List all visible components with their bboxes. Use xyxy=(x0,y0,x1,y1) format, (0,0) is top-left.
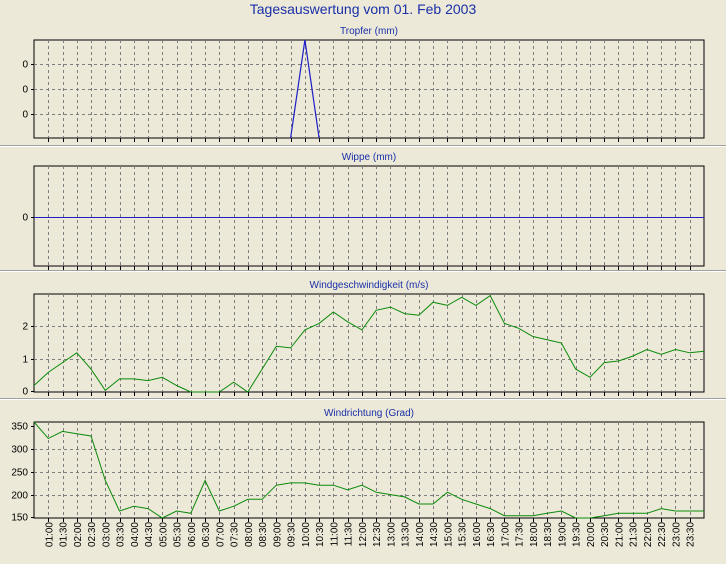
series-line xyxy=(33,294,705,393)
x-tick-label: 04:00 xyxy=(130,522,141,547)
x-tick-label: 05:00 xyxy=(158,522,169,547)
separator xyxy=(0,270,726,272)
x-tick-label: 19:00 xyxy=(557,522,568,547)
separator xyxy=(0,145,726,147)
x-tick-label: 04:30 xyxy=(144,522,155,547)
x-tick-label: 12:00 xyxy=(358,522,369,547)
y-tick-label: 2 xyxy=(22,322,28,333)
x-tick-label: 14:30 xyxy=(429,522,440,547)
x-tick-label: 03:00 xyxy=(101,522,112,547)
x-tick-label: 02:00 xyxy=(73,522,84,547)
x-tick-label: 08:00 xyxy=(244,522,255,547)
x-tick-label: 07:30 xyxy=(230,522,241,547)
x-tick-label: 22:30 xyxy=(657,522,668,547)
y-tick-label: 0 xyxy=(22,85,28,96)
x-tick-label: 06:00 xyxy=(187,522,198,547)
series-line xyxy=(290,39,320,139)
x-tick-label: 05:30 xyxy=(173,522,184,547)
x-tick-label: 13:00 xyxy=(386,522,397,547)
x-tick-label: 11:30 xyxy=(344,522,355,547)
x-tick-label: 07:00 xyxy=(215,522,226,547)
y-tick-label: 0 xyxy=(22,60,28,71)
plot-frame xyxy=(33,165,705,267)
plot-frame xyxy=(33,421,705,519)
separator xyxy=(0,398,726,400)
x-tick-label: 15:00 xyxy=(443,522,454,547)
chart-title: Tropfer (mm) xyxy=(340,26,398,37)
x-tick-label: 01:30 xyxy=(59,522,70,547)
x-tick-label: 10:00 xyxy=(301,522,312,547)
y-tick-label: 350 xyxy=(11,422,28,433)
x-tick-label: 14:00 xyxy=(415,522,426,547)
x-tick-label: 15:30 xyxy=(458,522,469,547)
x-tick-label: 03:30 xyxy=(116,522,127,547)
plot-frame xyxy=(33,293,705,393)
x-tick-label: 06:30 xyxy=(201,522,212,547)
x-tick-label: 01:00 xyxy=(44,522,55,547)
page-title: Tagesauswertung vom 01. Feb 2003 xyxy=(249,1,477,17)
y-tick-label: 0 xyxy=(22,387,28,398)
x-tick-label: 02:30 xyxy=(87,522,98,547)
y-tick-label: 300 xyxy=(11,445,28,456)
x-tick-label: 12:30 xyxy=(372,522,383,547)
y-tick-label: 200 xyxy=(11,491,28,502)
x-tick-label: 09:00 xyxy=(272,522,283,547)
x-tick-label: 16:00 xyxy=(472,522,483,547)
x-tick-label: 13:30 xyxy=(401,522,412,547)
y-tick-label: 150 xyxy=(11,513,28,524)
chart-title: Windrichtung (Grad) xyxy=(324,408,414,419)
x-tick-label: 09:30 xyxy=(287,522,298,547)
x-tick-label: 21:30 xyxy=(629,522,640,547)
x-tick-label: 17:00 xyxy=(500,522,511,547)
x-tick-label: 10:30 xyxy=(315,522,326,547)
y-tick-label: 250 xyxy=(11,468,28,479)
x-tick-label: 21:00 xyxy=(615,522,626,547)
y-tick-label: 0 xyxy=(22,213,28,224)
x-tick-label: 18:00 xyxy=(529,522,540,547)
chart-title: Windgeschwindigkeit (m/s) xyxy=(310,280,429,291)
series-line xyxy=(33,421,704,519)
x-tick-label: 11:00 xyxy=(329,522,340,547)
x-tick-label: 19:30 xyxy=(572,522,583,547)
x-tick-label: 08:30 xyxy=(258,522,269,547)
x-tick-label: 23:00 xyxy=(672,522,683,547)
x-tick-label: 16:30 xyxy=(486,522,497,547)
x-tick-label: 23:30 xyxy=(686,522,697,547)
x-tick-label: 20:30 xyxy=(600,522,611,547)
chart-title: Wippe (mm) xyxy=(342,152,396,163)
x-tick-label: 20:00 xyxy=(586,522,597,547)
x-tick-label: 17:30 xyxy=(515,522,526,547)
y-tick-label: 1 xyxy=(22,355,28,366)
x-tick-label: 22:00 xyxy=(643,522,654,547)
y-tick-label: 0 xyxy=(22,110,28,121)
x-tick-label: 18:30 xyxy=(543,522,554,547)
